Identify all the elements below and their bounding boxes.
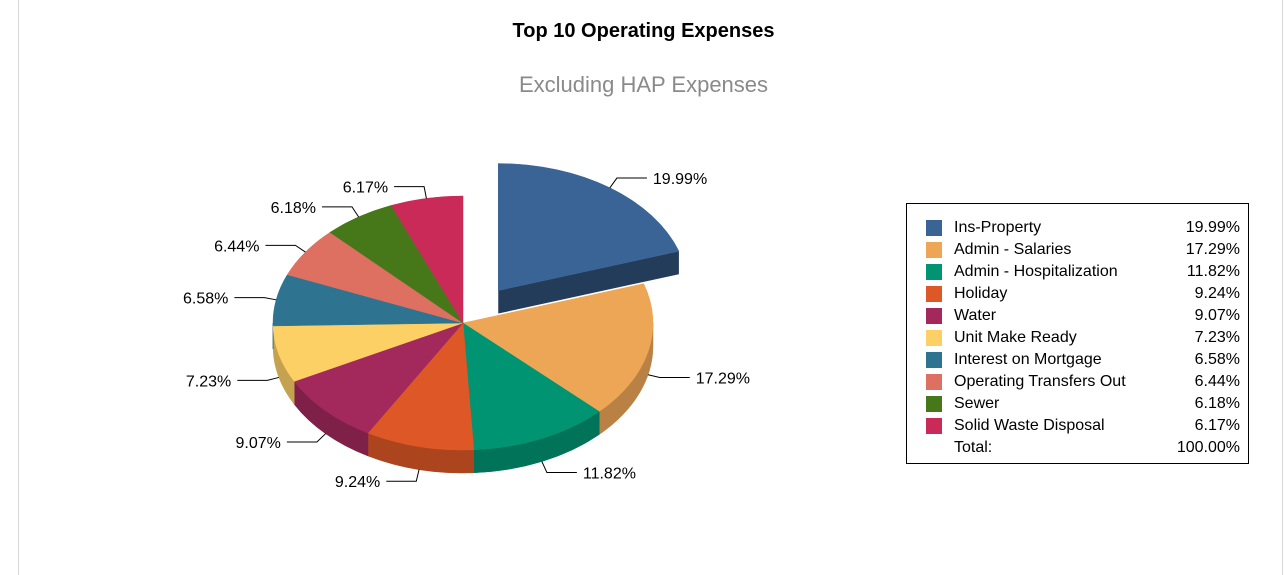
data-label: 6.18% xyxy=(271,200,316,217)
leader-line xyxy=(647,374,690,378)
data-label: 9.07% xyxy=(236,435,281,452)
legend-value: 17.29% xyxy=(1185,241,1240,258)
legend-swatch xyxy=(926,264,942,280)
legend-value: 11.82% xyxy=(1186,263,1240,280)
leader-line xyxy=(394,186,427,199)
leader-line xyxy=(237,376,280,381)
leader-line xyxy=(541,461,577,473)
legend-item: Holiday 9.24% xyxy=(907,283,1250,305)
legend-label: Holiday xyxy=(954,285,1008,302)
pie-tops xyxy=(272,163,680,451)
data-label: 6.58% xyxy=(183,291,228,308)
legend-swatch xyxy=(926,352,942,368)
data-labels: 19.99% 17.29% 11.82% 9.24% 9.07% 7.23% 6.58% 6.… xyxy=(183,171,750,491)
slice-cut-face xyxy=(498,251,679,314)
data-label: 19.99% xyxy=(653,171,707,188)
legend-item: Operating Transfers Out 6.44% xyxy=(907,371,1250,393)
legend-swatch xyxy=(926,286,942,302)
legend-swatch xyxy=(926,220,942,236)
legend-label: Admin - Salaries xyxy=(954,241,1072,258)
data-label: 17.29% xyxy=(696,370,750,387)
legend-item: Admin - Salaries 17.29% xyxy=(907,239,1250,261)
legend-label: Admin - Hospitalization xyxy=(954,263,1118,280)
legend-label: Operating Transfers Out xyxy=(954,373,1126,390)
legend-item: Ins-Property 19.99% xyxy=(907,217,1250,239)
legend-swatch xyxy=(926,308,942,324)
leader-line xyxy=(286,433,326,443)
legend-swatch xyxy=(926,374,942,390)
legend-item: Interest on Mortgage 6.58% xyxy=(907,349,1250,371)
legend-value: 9.24% xyxy=(1194,285,1240,302)
legend-label: Sewer xyxy=(954,395,1000,412)
legend-item: Water 9.07% xyxy=(907,305,1250,327)
legend-item: Admin - Hospitalization 11.82% xyxy=(907,261,1250,283)
chart-title: Top 10 Operating Expenses xyxy=(512,20,775,42)
leader-line xyxy=(234,297,277,301)
legend-value: 100.00% xyxy=(1176,439,1240,456)
data-label: 9.24% xyxy=(335,474,380,491)
data-label: 6.17% xyxy=(343,180,388,197)
legend-label: Interest on Mortgage xyxy=(954,351,1102,368)
legend-value: 19.99% xyxy=(1185,219,1240,236)
legend-value: 6.44% xyxy=(1194,373,1240,390)
legend-value: 6.17% xyxy=(1194,417,1240,434)
slice-ins-property xyxy=(497,163,680,291)
legend-value: 7.23% xyxy=(1194,329,1240,346)
leader-line xyxy=(386,469,420,482)
legend-label: Water xyxy=(954,307,997,324)
slice-admin-hospitalization xyxy=(462,322,600,451)
legend-label: Unit Make Ready xyxy=(954,329,1077,346)
legend-swatch xyxy=(926,418,942,434)
data-label: 7.23% xyxy=(186,373,231,390)
legend-item: Sewer 6.18% xyxy=(907,393,1250,415)
chart-subtitle: Excluding HAP Expenses xyxy=(518,72,769,97)
legend-value: 9.07% xyxy=(1194,307,1240,324)
slice-holiday xyxy=(367,322,475,451)
legend-item: Solid Waste Disposal 6.17% xyxy=(907,415,1250,437)
legend: Ins-Property 19.99% Admin - Salaries 17.29%… xyxy=(906,203,1249,464)
legend-total: Total: 100.00% xyxy=(907,437,1250,459)
legend-label: Ins-Property xyxy=(954,219,1042,236)
legend-value: 6.18% xyxy=(1194,395,1240,412)
legend-swatch xyxy=(926,396,942,412)
leader-line xyxy=(265,244,306,253)
legend-swatch xyxy=(926,242,942,258)
data-label: 6.44% xyxy=(214,238,259,255)
legend-swatch xyxy=(926,330,942,346)
slice-water xyxy=(293,322,464,434)
chart-frame xyxy=(18,0,1283,575)
slice-admin-salaries xyxy=(462,283,654,412)
legend-value: 6.58% xyxy=(1194,351,1240,368)
leader-line xyxy=(609,177,647,189)
legend-label: Total: xyxy=(954,439,993,456)
legend-label: Solid Waste Disposal xyxy=(954,417,1105,434)
data-label: 11.82% xyxy=(583,465,636,482)
leader-line xyxy=(322,206,360,218)
slice-solid-waste-disposal xyxy=(390,195,464,324)
legend-item: Unit Make Ready 7.23% xyxy=(907,327,1250,349)
